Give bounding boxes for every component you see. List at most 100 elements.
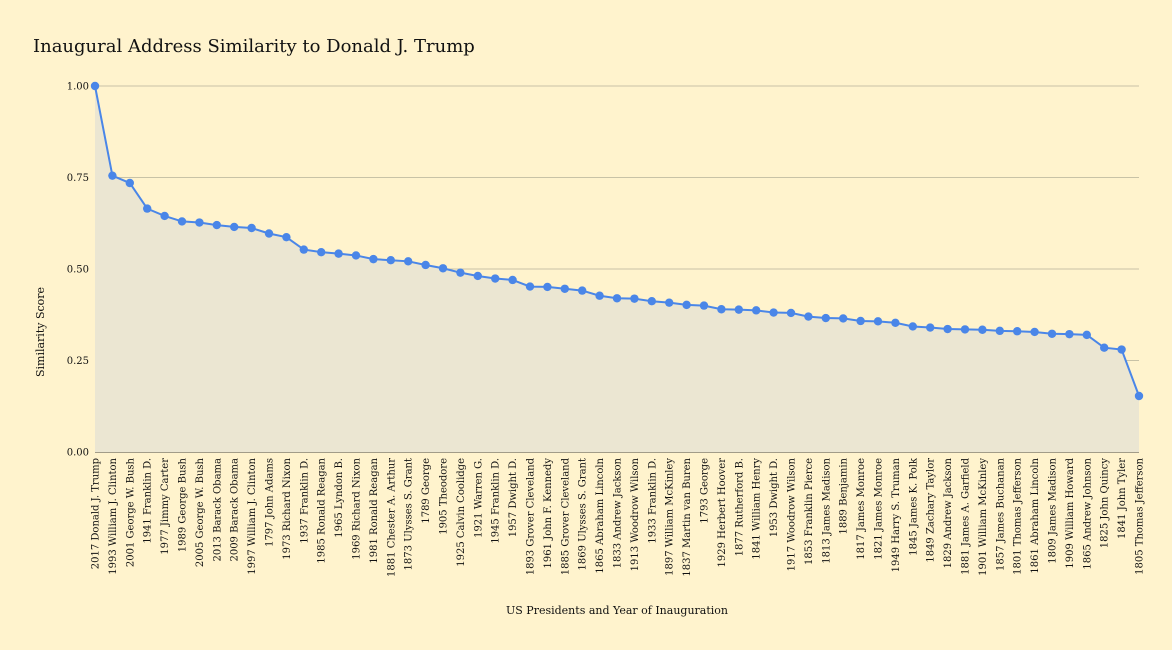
data-point [1117, 345, 1126, 354]
y-tick-label: 1.00 [67, 82, 89, 93]
y-tick-label: 0.50 [67, 265, 89, 276]
x-tick-label: 1805 Thomas Jefferson [1135, 457, 1146, 574]
data-point [943, 324, 952, 334]
x-tick-label: 1973 Richard Nixon [282, 457, 293, 559]
x-tick-label: 1821 James Monroe [874, 458, 885, 560]
chart-title: Inaugural Address Similarity to Donald J… [33, 36, 475, 57]
x-tick-label: 2009 Barack Obama [230, 458, 241, 562]
x-tick-label: 1881 James A. Garfield [961, 457, 972, 574]
data-point [404, 257, 413, 266]
x-tick-label: 1953 Dwight D. [769, 458, 780, 537]
x-tick-label: 1949 Harry S. Truman [891, 457, 902, 572]
data-point [1065, 329, 1074, 339]
data-point [195, 218, 204, 227]
x-tick-label: 1913 Woodrow Wilson [630, 457, 641, 571]
data-point [1134, 391, 1144, 401]
x-tick-label: 1985 Ronald Reagan [317, 457, 328, 563]
data-point [682, 300, 691, 310]
x-tick-label: 1869 Ulysses S. Grant [578, 458, 589, 570]
data-point [386, 256, 395, 265]
data-point [90, 81, 100, 91]
data-point [143, 204, 152, 213]
data-point [1100, 343, 1109, 352]
x-tick-label: 2013 Barack Obama [212, 458, 223, 562]
x-tick-label: 1789 George [421, 458, 432, 524]
data-point [1047, 329, 1057, 338]
data-point [647, 297, 656, 306]
x-tick-label: 1797 John Adams [265, 458, 276, 547]
x-axis-title: US Presidents and Year of Inauguration [506, 604, 728, 617]
data-point [299, 245, 308, 254]
x-tick-label: 1845 James K. Polk [908, 457, 919, 556]
x-tick-label: 2005 George W. Bush [195, 457, 206, 567]
y-tick-label: 0.00 [67, 448, 89, 459]
x-tick-label: 1933 Franklin D. [647, 458, 658, 544]
x-tick-label: 1865 Abraham Lincoln [595, 457, 606, 573]
x-tick-label: 1825 John Quincy [1100, 458, 1111, 549]
x-tick-label: 1813 James Madison [821, 457, 832, 563]
data-point [786, 308, 796, 318]
data-point [508, 275, 517, 285]
y-axis-title: Similarity Score [34, 287, 47, 377]
data-point [578, 286, 587, 295]
data-point [438, 264, 448, 273]
data-point [456, 268, 465, 277]
data-point [595, 291, 604, 300]
data-point [160, 211, 169, 221]
y-axis-ticks: 0.00 0.25 0.50 0.75 1.00 [67, 82, 89, 459]
data-point [317, 247, 326, 257]
data-point [1013, 327, 1022, 336]
data-point [560, 284, 569, 293]
x-tick-label: 1809 James Madison [1048, 457, 1059, 563]
x-tick-label: 1921 Warren G. [473, 458, 484, 538]
data-point [856, 316, 865, 326]
x-tick-label: 1841 John Tyler [1117, 458, 1128, 539]
y-tick-label: 0.25 [67, 356, 89, 367]
x-tick-label: 1965 Lyndon B. [334, 458, 345, 538]
data-point [873, 317, 883, 326]
y-tick-label: 0.75 [67, 173, 89, 184]
x-tick-label: 1945 Franklin D. [491, 458, 502, 544]
data-point [699, 301, 709, 310]
x-tick-label: 1877 Rutherford B. [734, 458, 745, 556]
data-point [1030, 327, 1039, 337]
data-point [369, 254, 378, 264]
x-tick-label: 2001 George W. Bush [125, 457, 136, 567]
x-tick-label: 1905 Theodore [439, 458, 450, 535]
x-tick-label: 1857 James Buchanan [995, 457, 1006, 571]
data-point [995, 326, 1004, 336]
data-point [839, 314, 848, 323]
data-point [926, 323, 935, 332]
data-point [908, 322, 917, 331]
x-tick-label: 1849 Zachary Taylor [926, 458, 937, 563]
x-tick-label: 1969 Richard Nixon [352, 457, 363, 559]
point-layer [90, 81, 1144, 401]
x-axis-ticks: 2017 Donald J. Trump 1993 William J. Clin… [91, 457, 1146, 577]
data-point [230, 222, 239, 232]
data-point [821, 313, 830, 323]
data-point [264, 229, 274, 238]
x-tick-label: 1925 Calvin Coolidge [456, 458, 467, 567]
x-tick-label: 1889 Benjamin [839, 457, 850, 534]
data-point [717, 305, 726, 314]
x-tick-label: 1881 Chester A. Arthur [386, 458, 397, 577]
data-point [665, 298, 674, 307]
x-tick-label: 1997 William J. Clinton [247, 457, 258, 574]
x-tick-label: 1793 George [700, 458, 711, 524]
data-point [351, 251, 361, 260]
data-point [612, 294, 622, 303]
data-point [125, 178, 134, 188]
x-tick-label: 1829 Andrew Jackson [943, 457, 954, 568]
x-tick-label: 1817 James Monroe [856, 458, 867, 560]
data-point [804, 312, 813, 321]
x-tick-label: 1841 William Henry [752, 458, 763, 560]
x-tick-label: 2017 Donald J. Trump [91, 458, 102, 569]
data-point [177, 217, 187, 226]
data-point [491, 274, 500, 283]
data-point [978, 325, 987, 334]
x-tick-label: 1893 Grover Cleveland [526, 457, 537, 575]
data-point [543, 282, 552, 292]
data-point [282, 232, 291, 242]
data-point [525, 282, 535, 291]
